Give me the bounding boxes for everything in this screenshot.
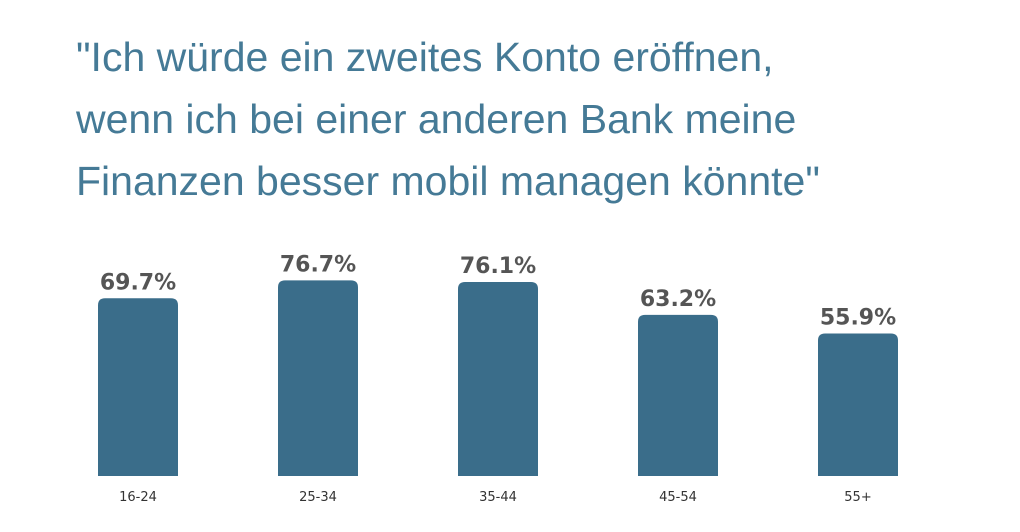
bar-55 (818, 333, 898, 476)
value-label-16-24: 69.7% (100, 270, 176, 295)
value-label-35-44: 76.1% (460, 254, 536, 279)
bar-16-24 (98, 298, 178, 476)
value-label-25-34: 76.7% (280, 252, 356, 277)
bar-45-54 (638, 314, 718, 476)
bar-35-44 (458, 281, 538, 476)
category-label-45-54: 45-54 (659, 490, 697, 505)
category-label-25-34: 25-34 (299, 490, 337, 505)
bar-25-34 (278, 280, 358, 476)
value-label-group: 69.7% 76.7% 76.1% 63.2% 55.9% (100, 252, 896, 330)
bar-group (98, 280, 898, 476)
value-label-45-54: 63.2% (640, 287, 716, 312)
category-label-group: 16-24 25-34 35-44 45-54 55+ (119, 490, 872, 505)
chart-title-line-1: "Ich würde ein zweites Konto eröffnen, (76, 34, 774, 80)
category-label-35-44: 35-44 (479, 490, 517, 505)
chart-title: "Ich würde ein zweites Konto eröffnen, w… (76, 26, 976, 212)
value-label-55: 55.9% (820, 305, 896, 330)
chart-title-line-2: wenn ich bei einer anderen Bank meine (76, 96, 797, 142)
category-label-16-24: 16-24 (119, 490, 157, 505)
chart-title-line-3: Finanzen besser mobil managen könnte" (76, 158, 820, 204)
category-label-55: 55+ (844, 490, 871, 505)
